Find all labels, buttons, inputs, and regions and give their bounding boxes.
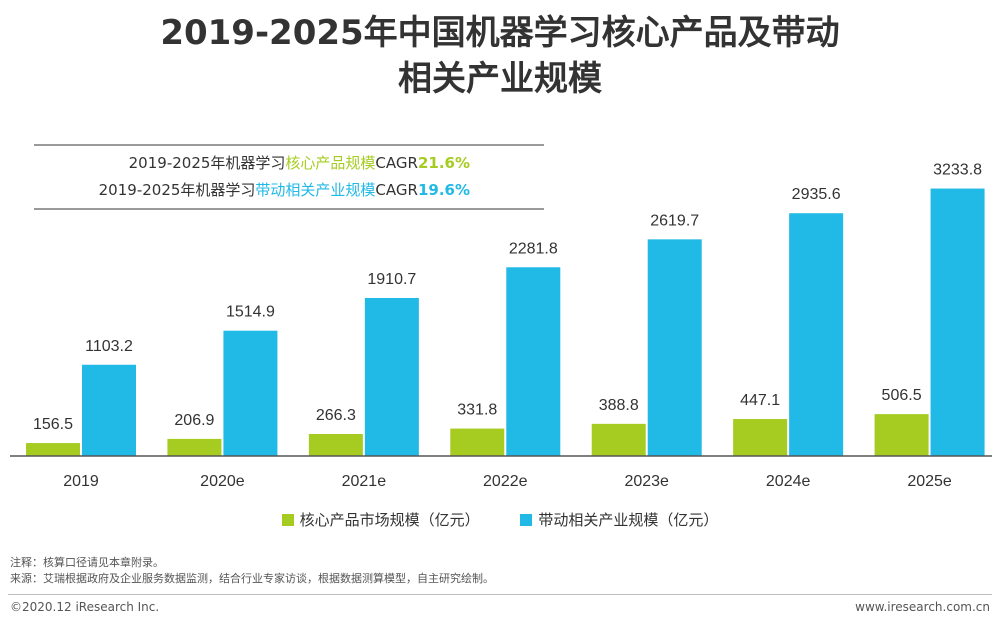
bar-core	[591, 423, 646, 456]
cagr-related-value: 19.6%	[417, 181, 470, 199]
bar-core	[167, 438, 222, 456]
legend-label-related: 带动相关产业规模（亿元）	[538, 511, 719, 529]
legend-swatch-core	[281, 513, 294, 526]
bar-related	[223, 330, 278, 456]
bar-core	[733, 419, 788, 456]
cagr-core-prefix: 2019-2025年机器学习	[128, 154, 286, 172]
data-label-core: 506.5	[882, 387, 922, 404]
bar-core	[26, 443, 80, 456]
x-tick-label: 2023e	[624, 473, 669, 490]
notes: 注释：核算口径请见本章附录。 来源：艾瑞根据政府及企业服务数据监测，结合行业专家…	[10, 555, 494, 587]
x-tick-label: 2024e	[766, 473, 811, 490]
data-label-related: 1910.7	[367, 271, 416, 288]
cagr-related-label: CAGR	[375, 181, 418, 199]
legend-label-core: 核心产品市场规模（亿元）	[299, 511, 480, 529]
footer-website: www.iresearch.com.cn	[855, 600, 990, 614]
cagr-line-related: 2019-2025年机器学习带动相关产业规模CAGR19.6%	[99, 179, 470, 200]
cagr-line-core: 2019-2025年机器学习核心产品规模CAGR21.6%	[129, 152, 470, 173]
footer-divider	[8, 594, 992, 595]
data-label-core: 156.5	[33, 416, 73, 433]
note-text: 注释：核算口径请见本章附录。	[10, 556, 164, 569]
cagr-related-prefix: 2019-2025年机器学习	[98, 181, 256, 199]
bar-related	[647, 239, 702, 456]
data-label-related: 3233.8	[933, 162, 982, 179]
chart-title-line2: 相关产业规模	[398, 59, 602, 99]
x-tick-label: 2019	[63, 473, 99, 490]
footer-copyright: ©2020.12 iResearch Inc.	[10, 600, 160, 614]
bar-related	[364, 297, 419, 456]
cagr-core-highlight: 核心产品规模	[285, 154, 376, 172]
data-label-related: 1103.2	[85, 338, 133, 355]
bar-related	[506, 267, 561, 456]
legend-item-related: 带动相关产业规模（亿元）	[520, 509, 718, 530]
data-label-core: 447.1	[740, 392, 780, 409]
bar-core	[874, 414, 929, 456]
data-label-related: 1514.9	[226, 304, 275, 321]
data-label-core: 331.8	[457, 402, 497, 419]
cagr-box: 2019-2025年机器学习核心产品规模CAGR21.6% 2019-2025年…	[34, 144, 544, 210]
chart-title-line1: 2019-2025年中国机器学习核心产品及带动	[160, 13, 840, 53]
data-label-core: 206.9	[174, 412, 214, 429]
bar-core	[450, 428, 505, 456]
x-tick-label: 2022e	[483, 473, 528, 490]
legend: 核心产品市场规模（亿元） 带动相关产业规模（亿元）	[0, 509, 1000, 530]
cagr-core-label: CAGR	[375, 154, 418, 172]
data-label-related: 2619.7	[650, 212, 699, 229]
x-tick-label: 2021e	[342, 473, 387, 490]
bar-related	[930, 188, 985, 456]
bar-related	[82, 364, 136, 456]
source-text: 来源：艾瑞根据政府及企业服务数据监测，结合行业专家访谈，根据数据测算模型，自主研…	[10, 572, 494, 585]
data-label-related: 2935.6	[792, 186, 841, 203]
legend-item-core: 核心产品市场规模（亿元）	[281, 509, 480, 530]
bar-core	[308, 433, 363, 456]
data-label-related: 2281.8	[509, 240, 558, 257]
chart-title: 2019-2025年中国机器学习核心产品及带动 相关产业规模	[0, 10, 1000, 102]
data-label-core: 388.8	[599, 397, 639, 414]
cagr-related-highlight: 带动相关产业规模	[255, 181, 376, 199]
data-label-core: 266.3	[316, 407, 356, 424]
x-tick-label: 2025e	[907, 473, 952, 490]
bar-related	[789, 213, 844, 456]
cagr-core-value: 21.6%	[417, 154, 470, 172]
x-tick-label: 2020e	[200, 473, 245, 490]
legend-swatch-related	[520, 513, 533, 526]
